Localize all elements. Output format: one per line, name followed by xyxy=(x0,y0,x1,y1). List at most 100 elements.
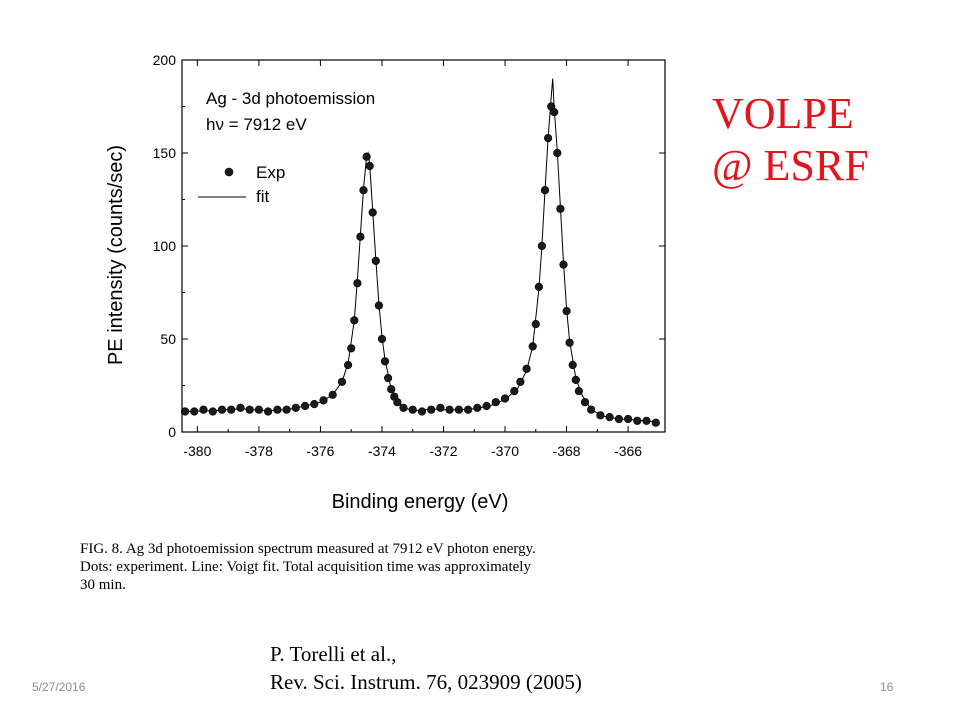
exp-data-point xyxy=(347,344,356,353)
exp-data-point xyxy=(605,413,614,422)
exp-data-point xyxy=(190,407,199,416)
y-axis-title: PE intensity (counts/sec) xyxy=(105,145,127,365)
x-tick-label: -376 xyxy=(306,443,334,459)
exp-data-point xyxy=(387,385,396,394)
exp-data-point xyxy=(553,148,562,158)
exp-data-point xyxy=(337,377,347,386)
exp-data-point xyxy=(491,398,500,407)
exp-data-point xyxy=(399,403,408,412)
exp-data-point xyxy=(377,334,387,344)
exp-data-point xyxy=(264,407,273,416)
exp-data-point xyxy=(359,186,368,195)
exp-data-point xyxy=(651,418,660,427)
exp-data-point xyxy=(633,416,642,425)
exp-data-point xyxy=(273,405,282,414)
exp-data-point xyxy=(319,396,328,405)
exp-data-point xyxy=(464,405,473,414)
plot-area xyxy=(180,78,660,427)
exp-data-point xyxy=(580,398,590,407)
exp-data-point xyxy=(559,260,568,269)
exp-data-point xyxy=(245,405,254,414)
x-tick-label: -378 xyxy=(245,443,273,459)
exp-data-point xyxy=(393,398,402,407)
exp-data-point xyxy=(408,405,417,414)
x-tick-label: -370 xyxy=(491,443,519,459)
exp-data-point xyxy=(301,401,310,411)
exp-data-point xyxy=(574,387,584,396)
exp-data-point xyxy=(596,411,605,420)
y-tick-label: 100 xyxy=(153,238,177,254)
x-tick-label: -368 xyxy=(553,443,581,459)
exp-data-point xyxy=(550,107,559,117)
exp-data-point xyxy=(353,279,362,288)
exp-data-point xyxy=(208,407,217,416)
exp-data-point xyxy=(199,405,208,414)
volpe-line-2: @ ESRF xyxy=(712,141,869,190)
exp-data-point xyxy=(427,405,436,414)
x-tick-label: -366 xyxy=(614,443,642,459)
exp-data-point xyxy=(587,405,596,414)
exp-data-point xyxy=(291,403,300,412)
y-tick-label: 150 xyxy=(153,145,177,161)
exp-data-point xyxy=(417,407,427,416)
exp-data-point xyxy=(227,405,236,414)
exp-data-point xyxy=(344,360,353,370)
volpe-esrf-label: VOLPE @ ESRF xyxy=(712,88,869,192)
exp-data-point xyxy=(623,414,633,424)
exp-data-point xyxy=(436,403,445,412)
exp-data-point xyxy=(562,307,571,316)
y-tick-label: 0 xyxy=(168,424,176,440)
volpe-line-1: VOLPE xyxy=(712,89,854,138)
exp-data-point xyxy=(500,394,510,403)
exp-data-point xyxy=(180,407,190,416)
exp-data-point xyxy=(528,342,537,351)
exp-data-point xyxy=(368,208,377,217)
exp-data-point xyxy=(516,377,525,386)
exp-data-point xyxy=(482,401,491,411)
exp-data-point xyxy=(642,416,651,425)
footer-date: 5/27/2016 xyxy=(32,680,86,694)
exp-data-point xyxy=(568,360,577,370)
legend-title-line-2: hν = 7912 eV xyxy=(206,115,307,134)
exp-data-point xyxy=(534,282,544,291)
exp-data-point xyxy=(565,338,574,347)
exp-data-point xyxy=(328,390,337,399)
legend-exp-label: Exp xyxy=(256,163,285,182)
legend: Ag - 3d photoemission hν = 7912 eV Exp f… xyxy=(198,89,375,206)
exp-data-point xyxy=(254,405,263,414)
exp-data-point xyxy=(310,400,319,409)
figure-caption: FIG. 8. Ag 3d photoemission spectrum mea… xyxy=(80,540,700,594)
x-tick-label: -372 xyxy=(429,443,457,459)
legend-title-line-1: Ag - 3d photoemission xyxy=(206,89,375,108)
legend-exp-marker xyxy=(224,167,234,177)
exp-data-point xyxy=(540,186,550,195)
exp-data-point xyxy=(571,375,580,385)
exp-data-point xyxy=(217,405,227,414)
legend-fit-label: fit xyxy=(256,187,270,206)
exp-data-point xyxy=(473,403,482,412)
exp-data-point xyxy=(365,161,374,171)
exp-data-point xyxy=(350,316,359,325)
caption-line-2: Dots: experiment. Line: Voigt fit. Total… xyxy=(80,559,531,575)
y-tick-label: 50 xyxy=(160,331,176,347)
exp-data-point xyxy=(356,232,365,241)
axes: -380 -378 -376 -374 -372 -370 -368 -366 0 50 100 15… xyxy=(153,52,666,459)
citation-journal: Rev. Sci. Instrum. 76, 023909 (2005) xyxy=(270,670,582,694)
x-tick-label: -374 xyxy=(368,443,396,459)
x-tick-label: -380 xyxy=(183,443,211,459)
exp-data-point xyxy=(614,414,624,424)
exp-data-point xyxy=(371,256,380,265)
slide-number: 16 xyxy=(880,680,894,694)
exp-data-point xyxy=(374,301,384,310)
citation-authors: P. Torelli et al., xyxy=(270,642,397,666)
exp-data-point xyxy=(236,403,245,412)
exp-data-point xyxy=(531,320,540,329)
citation: P. Torelli et al., Rev. Sci. Instrum. 76… xyxy=(270,640,582,696)
exp-data-point xyxy=(537,241,547,251)
exp-data-point xyxy=(362,152,371,161)
exp-data-point xyxy=(544,133,553,143)
exp-data-point xyxy=(384,374,393,383)
photoemission-chart: -380 -378 -376 -374 -372 -370 -368 -366 0 50 100 15… xyxy=(105,52,666,513)
exp-data-point xyxy=(445,405,454,414)
exp-data-point xyxy=(454,405,464,414)
